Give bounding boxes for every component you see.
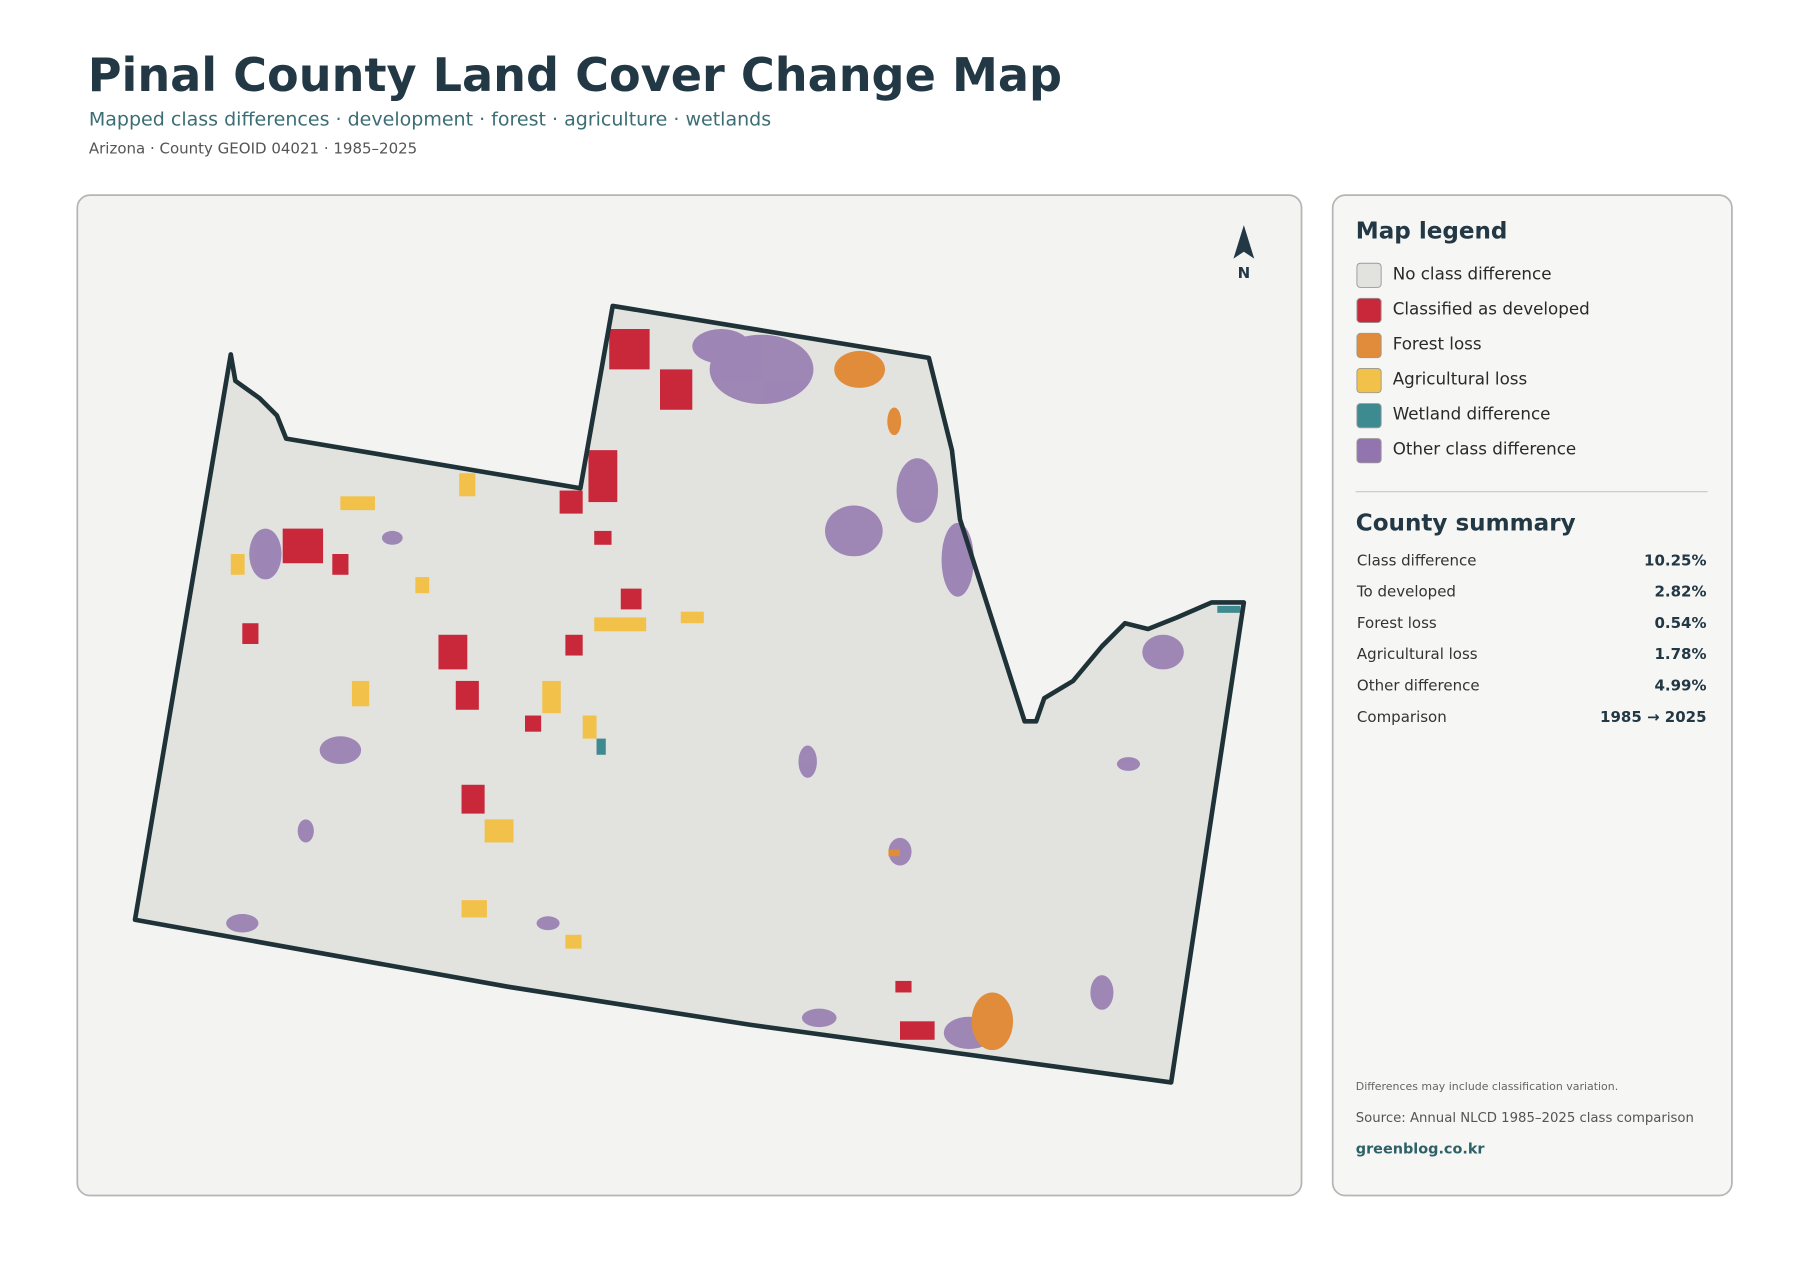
summary-title: County summary <box>1356 511 1576 537</box>
summary-value: 10.25% <box>1644 551 1706 569</box>
legend-swatch <box>1356 368 1382 394</box>
legend-swatch <box>1356 403 1382 429</box>
summary-label: Class difference <box>1357 551 1477 569</box>
title: Pinal County Land Cover Change Map <box>88 48 1062 102</box>
summary-value: 1.78% <box>1654 645 1706 663</box>
summary-value: 1985 → 2025 <box>1600 708 1707 726</box>
legend-label: Wetland difference <box>1393 404 1551 424</box>
summary-label: Other difference <box>1357 677 1480 695</box>
legend-label: Agricultural loss <box>1393 369 1528 389</box>
north-arrow <box>1233 225 1255 259</box>
change-patches <box>226 329 1241 1051</box>
legend-swatch <box>1356 297 1382 323</box>
legend-title: Map legend <box>1356 219 1508 245</box>
summary-label: Comparison <box>1357 708 1447 726</box>
legend-label: Forest loss <box>1393 333 1482 353</box>
summary-label: Agricultural loss <box>1357 645 1478 663</box>
subtitle: Mapped class differences · development ·… <box>89 109 771 131</box>
legend-swatch <box>1356 332 1382 359</box>
legend-label: No class difference <box>1393 263 1552 283</box>
footnote: Differences may include classification v… <box>1356 1080 1618 1093</box>
legend: No class difference Classified as develop… <box>1356 262 1590 464</box>
legend-swatch <box>1356 262 1382 288</box>
north-label: N <box>1238 264 1251 282</box>
summary-value: 4.99% <box>1654 677 1706 695</box>
meta: Arizona · County GEOID 04021 · 1985–2025 <box>89 140 417 158</box>
legend-label: Other class difference <box>1393 439 1577 459</box>
source: Source: Annual NLCD 1985–2025 class comp… <box>1356 1111 1694 1126</box>
legend-panel <box>1331 194 1733 1197</box>
summary-label: To developed <box>1356 583 1456 601</box>
map: N <box>132 225 1255 1085</box>
county-boundary <box>132 303 1247 1085</box>
legend-label: Classified as developed <box>1393 298 1590 318</box>
summary-table: Class difference 10.25% To developed 2.82% F… <box>1356 551 1707 725</box>
county-area <box>135 305 1244 1083</box>
summary-value: 0.54% <box>1654 614 1706 632</box>
site: greenblog.co.kr <box>1356 1141 1486 1157</box>
legend-swatch <box>1356 438 1382 464</box>
summary-value: 2.82% <box>1654 583 1706 601</box>
summary-label: Forest loss <box>1357 614 1437 632</box>
